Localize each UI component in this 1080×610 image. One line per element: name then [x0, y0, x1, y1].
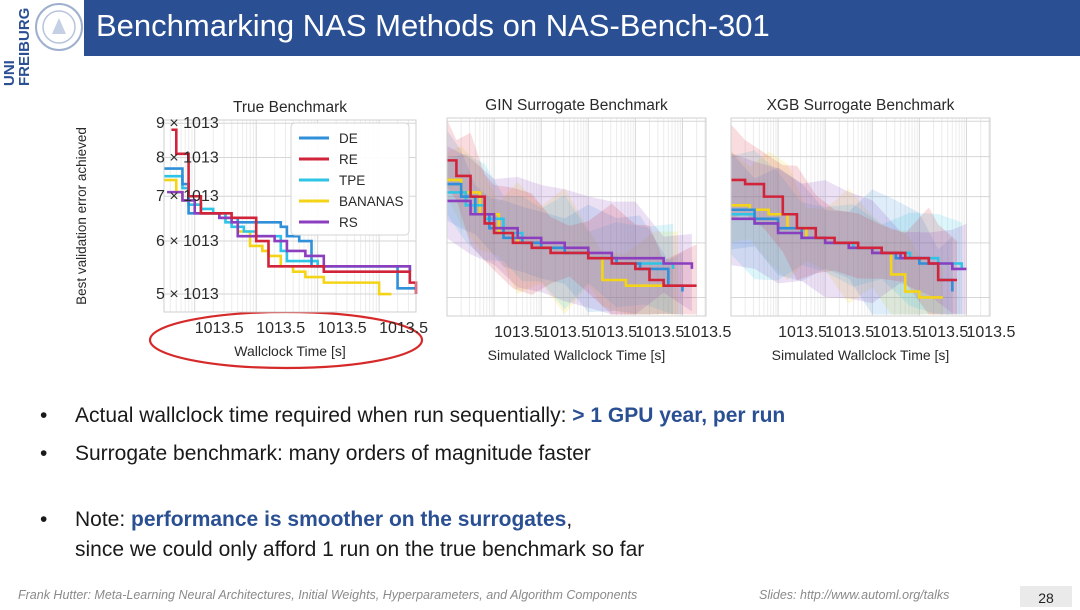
legend-label-rs: RS — [339, 215, 358, 230]
x-axis-label: Wallclock Time [s] — [234, 343, 346, 359]
series-line-re — [731, 178, 958, 282]
x-axis-label: Simulated Wallclock Time [s] — [488, 347, 666, 363]
svg-text:7 × 1013: 7 × 1013 — [156, 188, 219, 205]
bullet-text: Note: — [75, 508, 132, 531]
svg-text:1013.5: 1013.5 — [588, 324, 637, 341]
page-number: 28 — [1020, 586, 1072, 607]
bullet-text: Surrogate benchmark: many orders of magn… — [75, 442, 591, 465]
chart-panel-1: DE RE TPE BANANAS RS — [163, 119, 418, 313]
confidence-band-rs — [447, 146, 692, 315]
svg-text:1013.5: 1013.5 — [494, 324, 543, 341]
series-line-re — [171, 128, 418, 295]
confidence-band-rs — [731, 153, 967, 315]
svg-text:1013.5: 1013.5 — [872, 324, 921, 341]
university-seal-icon — [35, 3, 83, 51]
svg-text:1013.5: 1013.5 — [635, 324, 684, 341]
chart-panel-3 — [730, 117, 991, 317]
svg-text:9 × 1013: 9 × 1013 — [156, 115, 219, 132]
y-axis-label: Best validation error achieved — [74, 127, 89, 305]
chart-panel-2 — [446, 117, 707, 317]
legend-label-de: DE — [339, 131, 358, 146]
plot-frame — [163, 119, 417, 313]
svg-text:1013.5: 1013.5 — [379, 320, 428, 337]
series-line-rs — [167, 190, 412, 272]
confidence-band-de — [447, 130, 683, 315]
bullet-text: Actual wallclock time required when run … — [75, 404, 573, 427]
x-axis-label: Simulated Wallclock Time [s] — [772, 347, 950, 363]
title-bar — [0, 0, 1080, 56]
svg-text:1013.5: 1013.5 — [195, 320, 244, 337]
svg-text:1013.5: 1013.5 — [919, 324, 968, 341]
svg-text:1013.5: 1013.5 — [682, 324, 731, 341]
footer-credit: Frank Hutter: Meta-Learning Neural Archi… — [18, 588, 638, 602]
svg-text:1013.5: 1013.5 — [778, 324, 827, 341]
confidence-band-tpe — [447, 153, 674, 315]
svg-text:1013.5: 1013.5 — [966, 324, 1015, 341]
chart-title: XGB Surrogate Benchmark — [767, 97, 955, 114]
series-line-rs — [447, 199, 694, 269]
svg-text:5 × 1013: 5 × 1013 — [156, 286, 219, 303]
plot-frame — [446, 117, 707, 317]
svg-text:6 × 1013: 6 × 1013 — [156, 233, 219, 250]
bullet-dot: • — [40, 404, 48, 427]
legend-label-re: RE — [339, 152, 358, 167]
confidence-band-bananas — [447, 146, 678, 315]
bullet-dot: • — [40, 442, 48, 465]
bullet-emphasis: > 1 GPU year, per run — [572, 404, 786, 427]
chart-title: GIN Surrogate Benchmark — [485, 97, 668, 114]
series-line-re — [447, 159, 697, 288]
svg-text:1013.5: 1013.5 — [825, 324, 874, 341]
bullet-text-line2: since we could only afford 1 run on the … — [75, 538, 645, 561]
bullet-dot: • — [40, 508, 48, 531]
university-logo: UNI FREIBURG — [0, 0, 84, 86]
svg-text:1013.5: 1013.5 — [541, 324, 590, 341]
bullet-emphasis: performance is smoother on the surrogate… — [131, 508, 567, 531]
svg-text:8 × 1013: 8 × 1013 — [156, 149, 219, 166]
confidence-band-re — [731, 124, 958, 315]
legend-label-tpe: TPE — [339, 173, 365, 188]
legend-box — [290, 122, 410, 236]
page-title: Benchmarking NAS Methods on NAS-Bench-30… — [96, 8, 770, 43]
footer-slides-link[interactable]: Slides: http://www.automl.org/talks — [759, 588, 950, 602]
plot-area — [731, 118, 990, 316]
svg-text:1013.5: 1013.5 — [318, 320, 367, 337]
chart-title: True Benchmark — [233, 99, 347, 116]
bullet-text-after: , — [566, 508, 573, 531]
legend-label-bananas: BANANAS — [339, 194, 404, 209]
svg-text:1013.5: 1013.5 — [256, 320, 305, 337]
plot-frame — [730, 117, 991, 317]
